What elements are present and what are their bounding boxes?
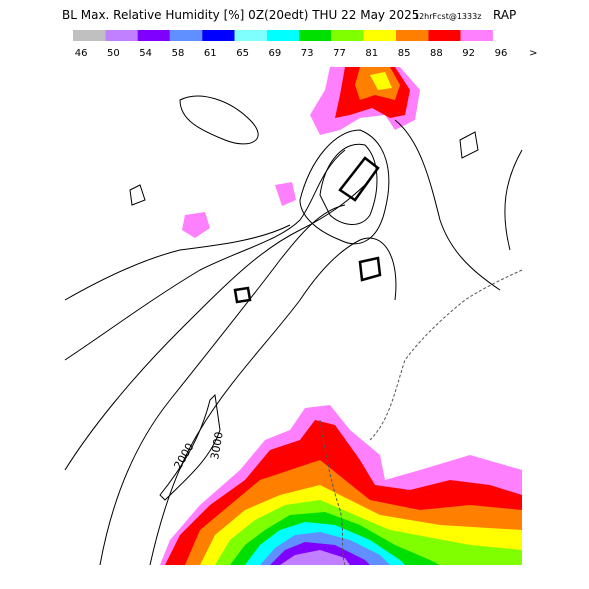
colorbar-swatch bbox=[266, 30, 300, 41]
colorbar-swatch bbox=[202, 30, 235, 41]
colorbar-swatch bbox=[73, 30, 106, 41]
colorbar-label: 96 bbox=[495, 48, 508, 59]
title: BL Max. Relative Humidity [%] 0Z(20edt) … bbox=[62, 8, 419, 22]
colorbar-label: 88 bbox=[430, 48, 443, 59]
colorbar-label: 54 bbox=[139, 48, 152, 59]
coastline bbox=[319, 269, 523, 566]
rh-area bbox=[275, 182, 296, 206]
colorbar-swatch bbox=[460, 30, 493, 41]
colorbar-label: 65 bbox=[236, 48, 249, 59]
colorbar-swatch bbox=[234, 30, 267, 41]
colorbar-label: 58 bbox=[172, 48, 185, 59]
colorbar-label: 85 bbox=[398, 48, 411, 59]
colorbar-label: 77 bbox=[333, 48, 346, 59]
colorbar-label: 69 bbox=[269, 48, 282, 59]
forecast-label: 12hrFcst@1333z bbox=[414, 12, 481, 21]
colorbar-label: 73 bbox=[301, 48, 314, 59]
colorbar-swatch bbox=[363, 30, 396, 41]
rh-area bbox=[280, 550, 350, 565]
colorbar-label: 46 bbox=[75, 48, 88, 59]
colorbar-swatch bbox=[137, 30, 170, 41]
contours bbox=[64, 95, 523, 566]
colorbar-swatch bbox=[299, 30, 332, 41]
colorbar: 46 50 54 58 61 65 69 73 77 81 85 88 92 96 > bbox=[73, 30, 537, 59]
colorbar-label: 81 bbox=[365, 48, 378, 59]
colorbar-label: > bbox=[529, 48, 537, 59]
map: 2000 3000 bbox=[64, 67, 523, 566]
contour-label: 3000 bbox=[208, 431, 226, 461]
colorbar-swatch bbox=[396, 30, 429, 41]
colorbar-label: 61 bbox=[204, 48, 217, 59]
model-label: RAP bbox=[493, 8, 516, 22]
rh-area bbox=[370, 72, 392, 90]
colorbar-swatch bbox=[169, 30, 203, 41]
colorbar-swatch bbox=[428, 30, 461, 41]
colorbar-swatch bbox=[105, 30, 138, 41]
colorbar-label: 92 bbox=[462, 48, 475, 59]
colorbar-label: 50 bbox=[107, 48, 120, 59]
rh-area bbox=[182, 212, 210, 238]
colorbar-swatch bbox=[331, 30, 364, 41]
